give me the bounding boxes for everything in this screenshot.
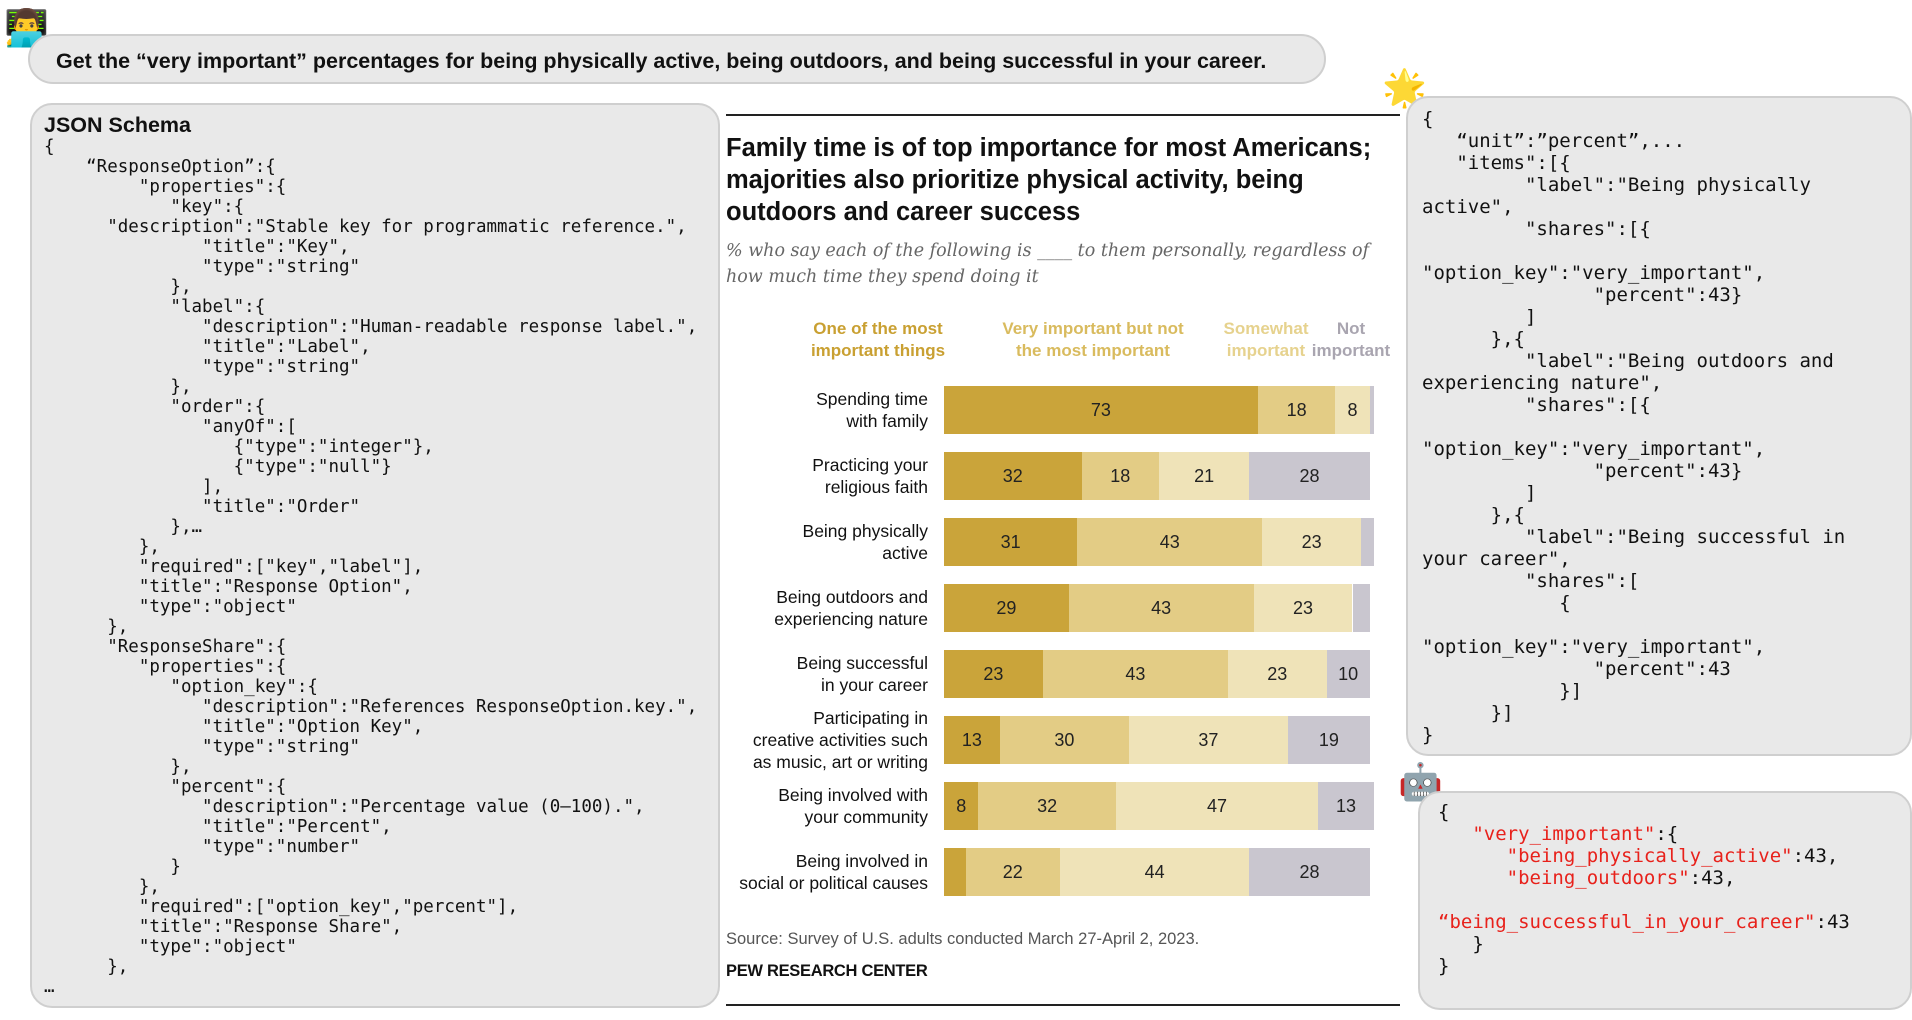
data-label: 73	[1090, 400, 1111, 420]
question-text: Get the “very important” percentages for…	[56, 49, 1267, 73]
bar-segment	[1257, 386, 1336, 434]
data-label: 18	[1286, 400, 1307, 420]
chart-title: Family time is of top importance for mos…	[726, 134, 1372, 226]
bar-segment	[1159, 452, 1250, 500]
data-label: 10	[1338, 664, 1359, 684]
bar-segment	[1326, 650, 1370, 698]
question-bubble: Get the “very important” percentages for…	[28, 34, 1326, 84]
data-label: 18	[1110, 466, 1131, 486]
bar-segment	[965, 848, 1061, 896]
chart-top-rule	[726, 114, 1400, 116]
legend-item-3: Not important	[1311, 319, 1391, 360]
bar-segment	[1249, 848, 1370, 896]
legend-item-2: Somewhat important	[1223, 319, 1309, 360]
data-label: 23	[1267, 664, 1288, 684]
data-label: 31	[1000, 532, 1021, 552]
category-label: Being involved in social or political cau…	[739, 851, 928, 893]
data-label: 13	[1336, 796, 1357, 816]
bar-segment	[944, 386, 1258, 434]
data-label: 23	[1301, 532, 1322, 552]
category-label: Spending time with family	[816, 389, 928, 431]
bar-segment	[944, 518, 1078, 566]
bar-segment	[1081, 452, 1159, 500]
bar-segment	[944, 848, 966, 896]
data-label: 43	[1159, 532, 1180, 552]
bar-segment	[944, 452, 1082, 500]
schema-code: { “ResponseOption”:{ "properties":{ "key…	[44, 137, 698, 997]
data-label: 37	[1198, 730, 1219, 750]
chart-source: Source: Survey of U.S. adults conducted …	[726, 930, 1200, 948]
category-label: Being successful in your career	[796, 653, 928, 695]
answer-code: { “unit”:”percent”,... "items":[{ "label…	[1422, 108, 1846, 746]
bar-segment	[944, 584, 1069, 632]
bar-segment	[944, 716, 1000, 764]
data-label: 21	[1194, 466, 1215, 486]
model-output-panel: { "very_important":{ "being_physically_a…	[1418, 791, 1912, 1010]
model-output-code: { "very_important":{ "being_physically_a…	[1438, 801, 1850, 977]
bar-segment	[944, 782, 979, 830]
bar-segment	[1253, 584, 1353, 632]
bar-segment	[1042, 650, 1228, 698]
json-schema-panel: JSON Schema { “ResponseOption”:{ "proper…	[30, 103, 720, 1008]
bar-segment	[1060, 848, 1250, 896]
data-label: 23	[1293, 598, 1314, 618]
bar-segment	[999, 716, 1129, 764]
legend-item-0: One of the most important things	[810, 319, 946, 360]
data-label: 28	[1299, 466, 1320, 486]
bar-segment	[1288, 716, 1370, 764]
category-label: Being involved with your community	[778, 785, 928, 827]
bar-segment	[1249, 452, 1370, 500]
data-label: 30	[1054, 730, 1075, 750]
data-label: 28	[1299, 862, 1320, 882]
legend-item-1: Very important but not the most important	[1002, 319, 1184, 360]
bar-segment	[1128, 716, 1288, 764]
bar-segment	[1361, 518, 1374, 566]
category-label: Being outdoors and experiencing nature	[774, 587, 928, 629]
data-label: 32	[1002, 466, 1023, 486]
category-label: Being physically active	[802, 521, 928, 563]
bar-segment	[1116, 782, 1319, 830]
chart-figure: Family time is of top importance for mos…	[726, 112, 1400, 1008]
category-label: Participating in creative activities such…	[752, 708, 928, 772]
data-label: 8	[1347, 400, 1358, 420]
answer-json-panel: { “unit”:”percent”,... "items":[{ "label…	[1406, 96, 1912, 756]
schema-title: JSON Schema	[44, 113, 191, 137]
bar-segment	[1318, 782, 1374, 830]
bar-segment	[1352, 584, 1370, 632]
bar-segment	[978, 782, 1116, 830]
data-label: 19	[1318, 730, 1339, 750]
bar-segment	[1068, 584, 1254, 632]
data-label: 29	[996, 598, 1017, 618]
bar-segment	[1262, 518, 1362, 566]
pew-logo-text: PEW RESEARCH CENTER	[726, 962, 928, 980]
chart-bottom-rule	[726, 1004, 1400, 1006]
bar-segment	[944, 650, 1043, 698]
data-label: 47	[1207, 796, 1228, 816]
data-label: 43	[1125, 664, 1146, 684]
bar-segment	[1227, 650, 1327, 698]
data-label: 32	[1037, 796, 1058, 816]
data-label: 22	[1002, 862, 1023, 882]
data-label: 44	[1144, 862, 1165, 882]
bar-segment	[1369, 386, 1374, 434]
bar-segment	[1077, 518, 1263, 566]
category-label: Practicing your religious faith	[812, 455, 928, 497]
data-label: 8	[956, 796, 967, 816]
chart-subtitle: % who say each of the following is ____ …	[726, 241, 1370, 287]
bar-segment	[1335, 386, 1370, 434]
data-label: 43	[1151, 598, 1172, 618]
data-label: 23	[983, 664, 1004, 684]
data-label: 13	[961, 730, 982, 750]
